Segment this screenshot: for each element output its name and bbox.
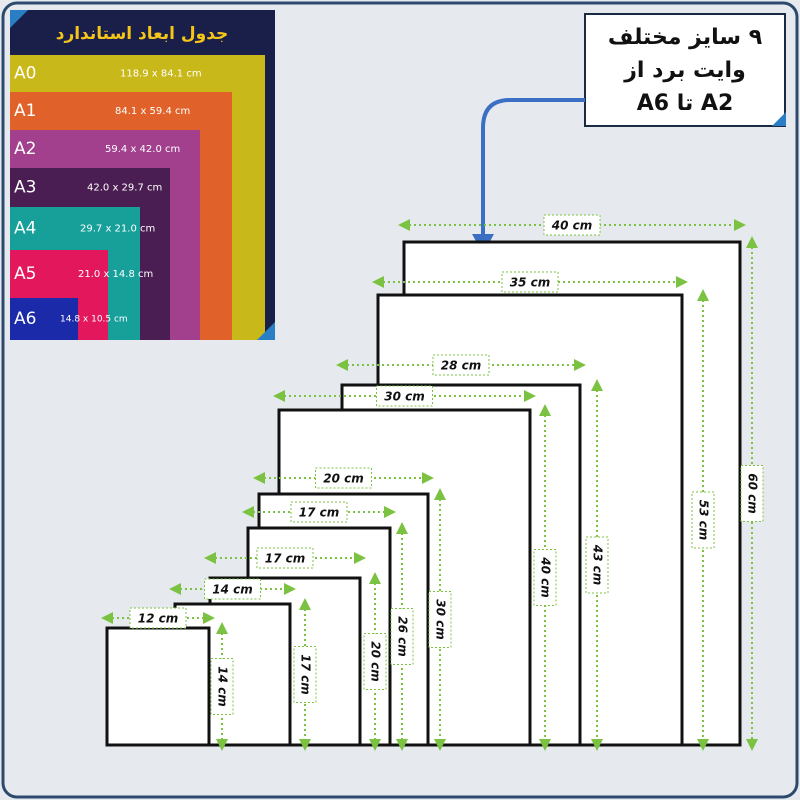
row-label: A1 [14,101,36,121]
label-box [315,467,372,489]
boards: 40 cm 60 cm 35 cm 53 cm 28 cm 43 cm 30 cm 40 cm… [101,214,764,751]
height-label: 14 cm [216,666,230,707]
label-box [210,658,234,715]
size-table: جدول ابعاد استاندارد A0 118.9 x 84.1 cm A1 8… [10,10,275,340]
label-box [290,501,348,523]
callout-line: ۹ سایز مختلف [608,25,762,50]
board [105,626,211,747]
height-label: 40 cm [539,556,553,598]
height-label: 17 cm [299,654,313,695]
width-label: 35 cm [510,276,551,290]
row-label: A2 [14,139,36,159]
label-box [204,578,261,600]
label-box [129,607,187,629]
label-box [376,385,433,407]
height-label: 26 cm [396,616,410,657]
width-label: 12 cm [138,612,179,626]
label-box [293,646,317,703]
width-label: 40 cm [551,219,593,233]
label-box [543,214,601,236]
corner [257,322,275,340]
height-label: 60 cm [746,473,760,514]
width-label: 20 cm [323,472,364,486]
width-label: 17 cm [299,506,340,520]
row-size: 42.0 x 29.7 cm [87,183,162,194]
label-box [691,491,715,549]
width-label: 28 cm [441,359,482,373]
arrow [481,98,585,238]
row-label: A3 [14,178,36,198]
row-size: 118.9 x 84.1 cm [120,69,202,80]
callout-line: A2 تا A6 [637,91,734,116]
label-box [432,354,490,376]
width-label: 14 cm [212,583,253,597]
width-label: 30 cm [384,390,425,404]
height-label: 30 cm [434,599,448,640]
callout-box [584,13,786,127]
height-label: 53 cm [697,500,711,541]
row-label: A5 [14,264,36,284]
table-row [10,298,78,340]
corner [10,10,28,28]
corner [772,112,786,126]
height-label: 43 cm [591,544,605,586]
label-box [585,536,609,594]
width-label: 17 cm [265,552,306,566]
height-label: 20 cm [369,641,383,682]
row-size: 29.7 x 21.0 cm [80,224,155,235]
row-size: 14.8 x 10.5 cm [60,315,128,325]
label-box [533,549,557,606]
row-label: A0 [14,64,36,84]
label-box [501,271,559,293]
callout: ۹ سایز مختلف وایت برد از A2 تا A6 [608,25,762,116]
table-title: جدول ابعاد استاندارد [56,24,229,44]
row-size: 59.4 x 42.0 cm [105,144,180,155]
row-size: 21.0 x 14.8 cm [78,269,153,280]
label-box [390,608,414,665]
label-box [428,591,452,648]
label-box [740,465,764,522]
row-label: A6 [14,309,36,329]
label-box [256,547,314,569]
label-box [363,633,387,690]
callout-line: وایت برد از [623,58,746,83]
row-label: A4 [14,219,36,239]
row-size: 84.1 x 59.4 cm [115,106,190,117]
